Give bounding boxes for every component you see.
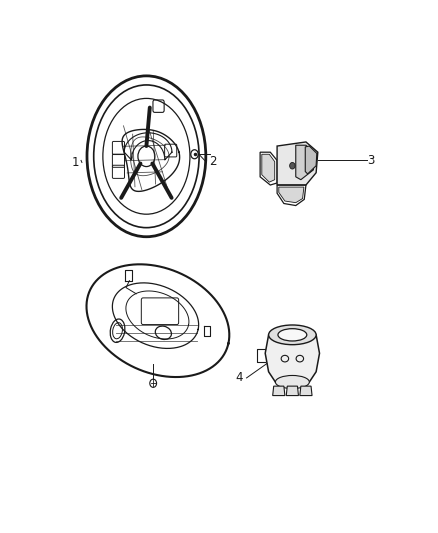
Text: 3: 3 — [367, 154, 374, 167]
Polygon shape — [279, 187, 304, 203]
Ellipse shape — [276, 375, 309, 389]
Text: 2: 2 — [209, 155, 217, 168]
Polygon shape — [305, 146, 317, 174]
Ellipse shape — [278, 329, 307, 341]
Polygon shape — [300, 386, 312, 395]
Polygon shape — [273, 386, 285, 395]
Polygon shape — [286, 386, 298, 395]
Circle shape — [290, 163, 295, 169]
Text: 1: 1 — [71, 156, 79, 169]
Polygon shape — [277, 142, 318, 185]
Polygon shape — [265, 335, 319, 382]
Text: 4: 4 — [236, 372, 243, 384]
Ellipse shape — [268, 325, 316, 345]
Polygon shape — [296, 145, 315, 180]
Polygon shape — [262, 154, 275, 182]
